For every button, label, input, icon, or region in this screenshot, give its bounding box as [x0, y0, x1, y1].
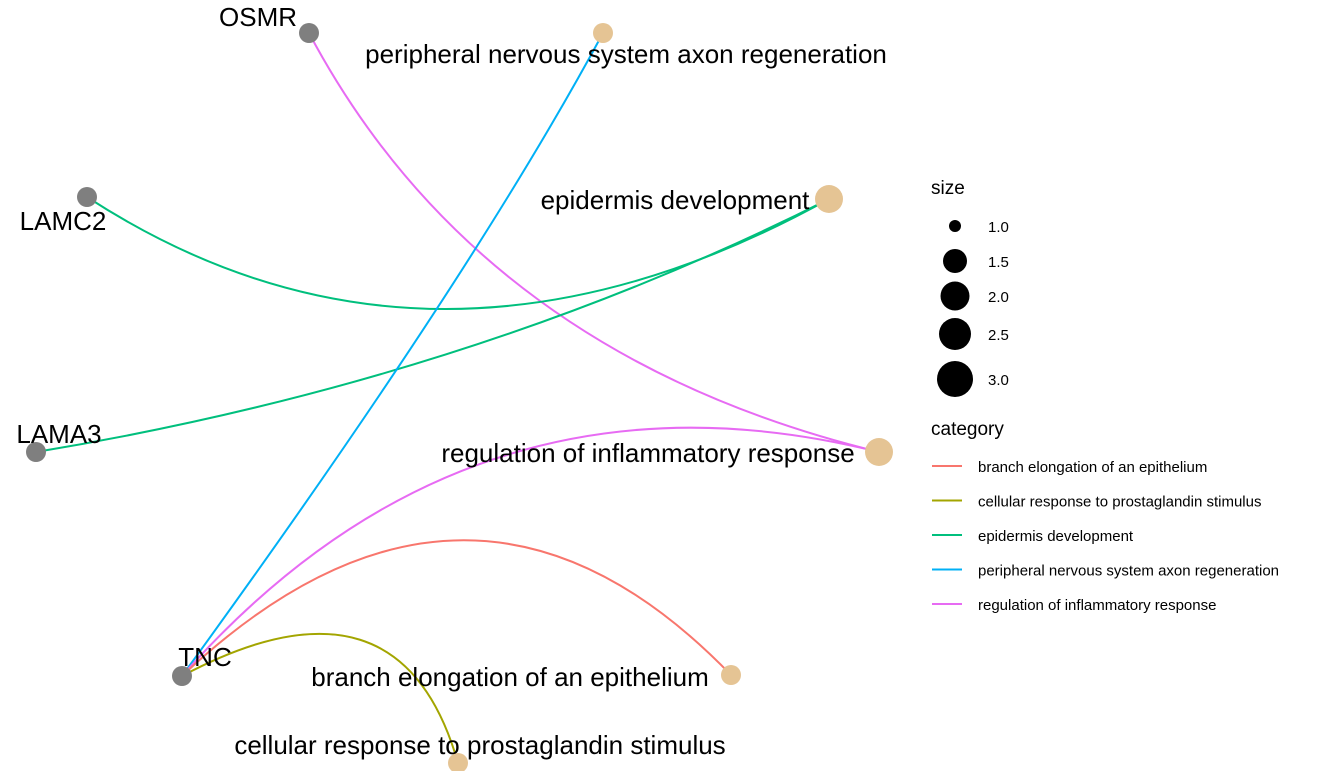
- size-legend: size 1.0 1.5 2.0 2.5 3.0: [931, 178, 1009, 397]
- gene-node-osmr: [299, 23, 319, 43]
- size-legend-dot: [937, 361, 973, 397]
- term-node-peripheral-nervous-system-axon-regeneration: [593, 23, 613, 43]
- edge-lama3-epidermis-development: [35, 198, 830, 453]
- size-legend-title: size: [931, 178, 965, 199]
- size-legend-dot: [939, 318, 971, 350]
- term-node-epidermis-development: [815, 185, 843, 213]
- size-legend-label: 3.0: [988, 372, 1009, 389]
- term-label-peripheral-nervous-system-axon-regeneration: peripheral nervous system axon regenerat…: [365, 39, 887, 69]
- category-legend-label: peripheral nervous system axon regenerat…: [978, 563, 1279, 580]
- term-label-cellular-response-to-prostaglandin-stimulus: cellular response to prostaglandin stimu…: [234, 730, 725, 760]
- category-legend-title: category: [931, 419, 1004, 440]
- edge-tnc-peripheral-nervous-system-axon-regeneration: [181, 32, 604, 677]
- edge-tnc-regulation-of-inflammatory-response: [181, 426, 880, 677]
- edge-tnc-cellular-response-to-prostaglandin-stimulus: [181, 632, 459, 764]
- size-legend-items: 1.0 1.5 2.0 2.5 3.0: [937, 219, 1009, 397]
- category-legend: category branch elongation of an epithel…: [931, 419, 1279, 614]
- nodes-layer: [26, 23, 893, 771]
- term-node-regulation-of-inflammatory-response: [865, 438, 893, 466]
- gene-label-lamc2: LAMC2: [20, 206, 107, 236]
- size-legend-dot: [943, 249, 967, 273]
- edges-layer: [35, 32, 880, 764]
- gene-node-lama3: [26, 442, 46, 462]
- gene-node-lamc2: [77, 187, 97, 207]
- gene-label-osmr: OSMR: [219, 2, 297, 32]
- size-legend-label: 1.5: [988, 254, 1009, 271]
- term-node-cellular-response-to-prostaglandin-stimulus: [448, 753, 468, 771]
- edge-tnc-branch-elongation-of-an-epithelium: [181, 539, 732, 677]
- labels-layer: OSMR LAMC2 LAMA3 TNC peripheral nervous syst…: [16, 2, 887, 760]
- term-label-epidermis-development: epidermis development: [541, 185, 811, 215]
- term-node-branch-elongation-of-an-epithelium: [721, 665, 741, 685]
- term-label-branch-elongation-of-an-epithelium: branch elongation of an epithelium: [311, 662, 709, 692]
- gene-label-lama3: LAMA3: [16, 419, 101, 449]
- category-legend-label: regulation of inflammatory response: [978, 597, 1216, 614]
- gene-label-tnc: TNC: [178, 642, 231, 672]
- term-label-regulation-of-inflammatory-response: regulation of inflammatory response: [441, 438, 854, 468]
- gene-node-tnc: [172, 666, 192, 686]
- size-legend-dot: [940, 281, 970, 311]
- size-legend-label: 1.0: [988, 219, 1009, 236]
- category-legend-label: cellular response to prostaglandin stimu…: [978, 494, 1261, 511]
- category-legend-label: epidermis development: [978, 528, 1134, 545]
- size-legend-label: 2.5: [988, 327, 1009, 344]
- edge-osmr-regulation-of-inflammatory-response: [308, 32, 880, 453]
- category-legend-label: branch elongation of an epithelium: [978, 459, 1207, 476]
- category-legend-items: branch elongation of an epithelium cellul…: [932, 459, 1279, 614]
- size-legend-label: 2.0: [988, 289, 1009, 306]
- size-legend-dot: [949, 220, 961, 232]
